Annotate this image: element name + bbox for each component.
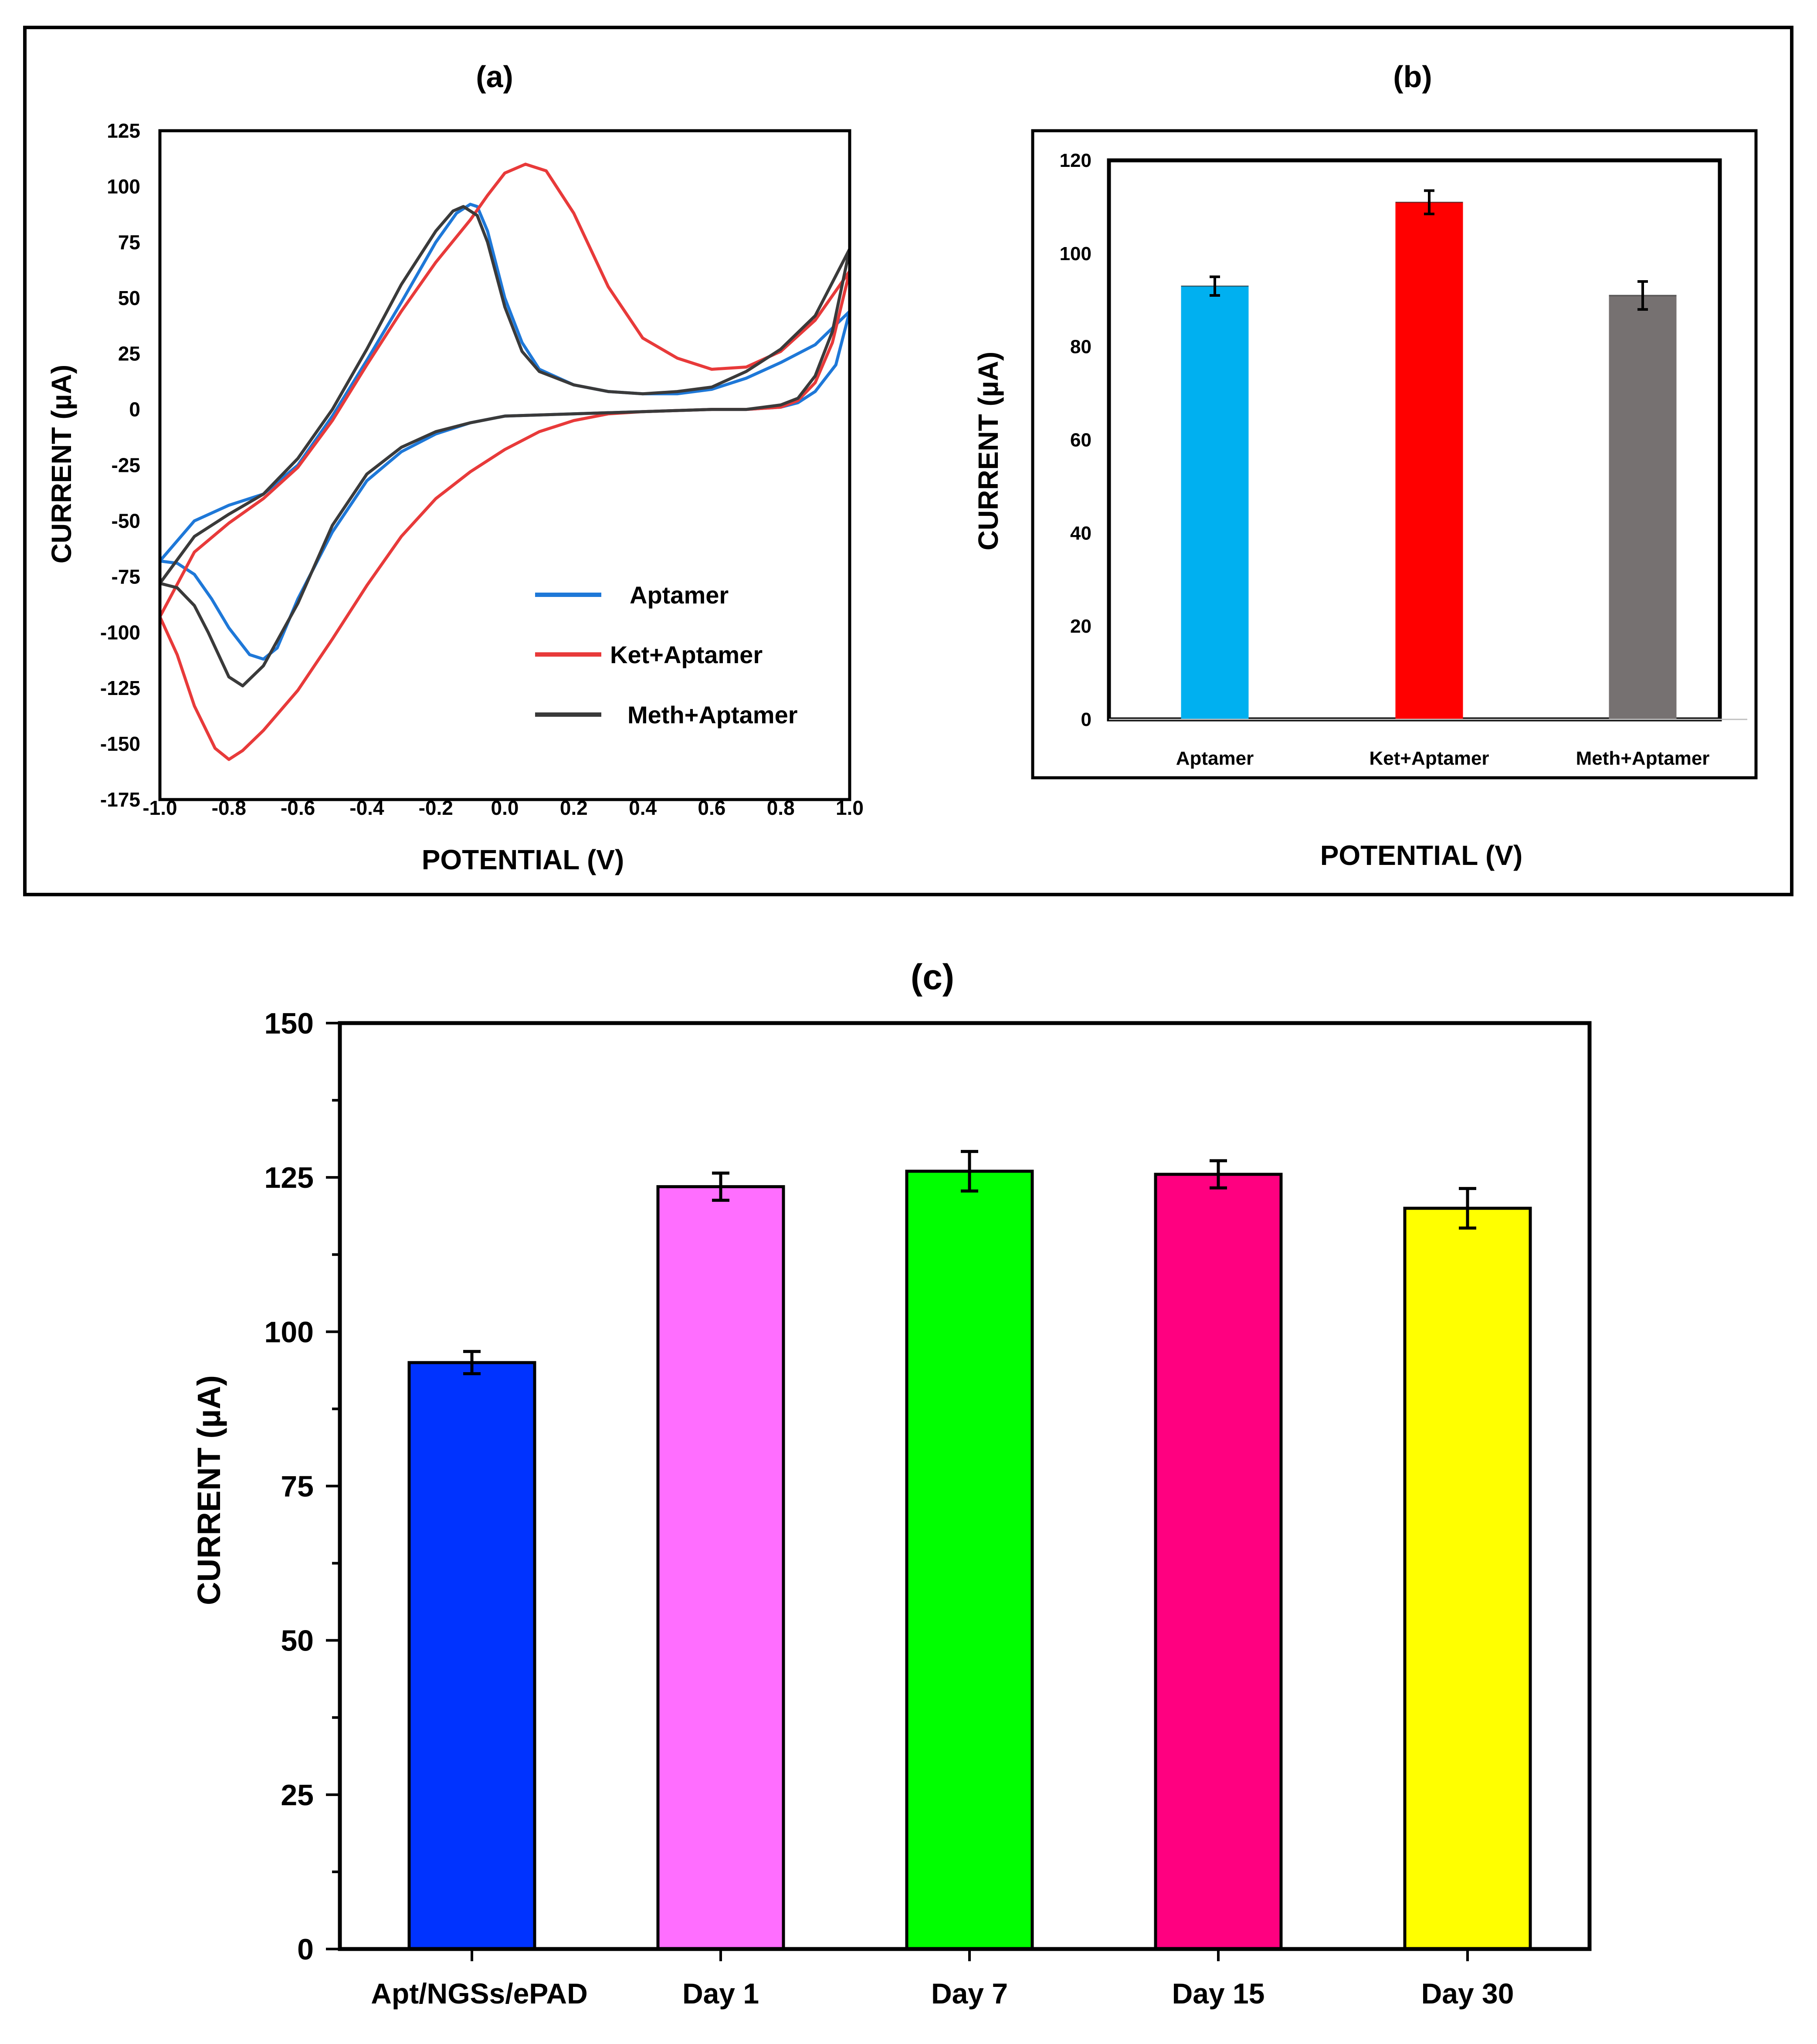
y-tick-label: 120 <box>1060 150 1092 171</box>
panel-a-y-tick-labels: 125 100 75 50 25 0 -25 -50 -75 -100 -125 -150 -175 <box>100 119 140 811</box>
y-tick-label: 25 <box>281 1779 314 1812</box>
bar-meth-aptamer <box>1609 295 1677 719</box>
y-tick-label: -175 <box>100 788 140 811</box>
y-tick-label: 125 <box>107 119 140 142</box>
x-tick-label: 0.4 <box>629 797 657 819</box>
x-tick-label: -0.2 <box>419 797 453 819</box>
x-tick-label: Day 15 <box>1172 1977 1265 2010</box>
panel-c-ylabel: CURRENT (µA) <box>191 1375 227 1605</box>
bar-day-1 <box>656 1185 785 1951</box>
bar-day-30 <box>1403 1207 1532 1951</box>
y-tick-label: 75 <box>281 1470 314 1503</box>
y-tick-label: 100 <box>1060 243 1092 264</box>
y-tick-label: 0 <box>1081 709 1092 730</box>
x-tick-label: 0.0 <box>491 797 519 819</box>
y-tick-label: 0 <box>297 1933 314 1966</box>
x-tick-label: 0.8 <box>767 797 795 819</box>
y-tick-label: -50 <box>112 509 140 532</box>
panel-c-label: (c) <box>911 957 954 997</box>
y-tick-label: -75 <box>112 565 140 588</box>
panel-b-ylabel: CURRENT (µA) <box>973 352 1004 550</box>
x-tick-label: -0.4 <box>349 797 384 819</box>
panel-b-label: (b) <box>1393 60 1432 94</box>
y-tick-label: 100 <box>264 1315 314 1349</box>
x-tick-label: 0.6 <box>698 797 725 819</box>
x-tick-label: -0.6 <box>281 797 315 819</box>
series-line-ket-aptamer <box>158 163 851 761</box>
x-tick-label: Day 1 <box>682 1977 759 2010</box>
panel-b: (b) 0 20 40 60 80 100 120 Aptamer Ket+Aptamer Me… <box>973 60 1758 871</box>
series-line-meth-aptamer <box>159 205 851 688</box>
legend-label-aptamer: Aptamer <box>630 581 729 609</box>
panel-b-xlabel: POTENTIAL (V) <box>1320 840 1523 871</box>
y-tick-label: 100 <box>107 175 140 198</box>
y-tick-label: 125 <box>264 1161 314 1194</box>
series-line-aptamer <box>159 203 851 661</box>
x-tick-label: Day 7 <box>931 1977 1008 2010</box>
x-tick-label: -1.0 <box>142 797 177 819</box>
panel-b-x-tick-labels: Aptamer Ket+Aptamer Meth+Aptamer <box>1176 748 1710 769</box>
bar-day-15 <box>1154 1173 1283 1951</box>
panel-a-ylabel: CURRENT (µA) <box>46 365 77 563</box>
y-tick-label: 0 <box>129 398 140 421</box>
panel-a-plot-frame <box>158 129 851 801</box>
y-tick-label: 25 <box>118 342 140 365</box>
x-tick-label: 1.0 <box>836 797 864 819</box>
legend-label-ket-aptamer: Ket+Aptamer <box>610 641 763 668</box>
bar-apt-ngss-epad <box>407 1361 536 1951</box>
y-tick-label: 40 <box>1070 522 1092 544</box>
bar-aptamer <box>1181 286 1249 719</box>
panel-c-plot-frame <box>338 1021 1592 1951</box>
panel-c-plot <box>326 1022 1532 1961</box>
panel-c: (c) 0 25 50 75 100 125 150 Apt/NGSs/ePAD Day 1 D… <box>191 957 1592 2010</box>
legend-label-meth-aptamer: Meth+Aptamer <box>627 701 798 729</box>
y-tick-label: -150 <box>100 732 140 755</box>
y-tick-label: 50 <box>281 1624 314 1658</box>
panel-c-x-tick-labels: Apt/NGSs/ePAD Day 1 Day 7 Day 15 Day 30 <box>371 1977 1514 2010</box>
top-panels-frame <box>23 26 1793 896</box>
x-tick-label: Apt/NGSs/ePAD <box>371 1977 588 2010</box>
panel-a-x-tick-labels: -1.0 -0.8 -0.6 -0.4 -0.2 0.0 0.2 0.4 0.6 0.8 1.0 <box>142 797 864 819</box>
panel-b-plot <box>1109 189 1747 720</box>
y-tick-label: 150 <box>264 1007 314 1040</box>
panel-a-plot <box>158 163 851 761</box>
y-tick-label: 20 <box>1070 616 1092 637</box>
bar-day-7 <box>905 1169 1034 1951</box>
bar-ket-aptamer <box>1395 202 1463 720</box>
y-tick-label: -125 <box>100 677 140 699</box>
y-tick-label: 75 <box>118 231 140 254</box>
panel-a-xlabel: POTENTIAL (V) <box>422 844 624 875</box>
panel-a-label: (a) <box>476 60 513 94</box>
x-tick-label: Aptamer <box>1176 748 1254 769</box>
y-tick-label: -25 <box>112 454 140 477</box>
y-tick-label: 80 <box>1070 336 1092 358</box>
panel-c-y-tick-labels: 0 25 50 75 100 125 150 <box>264 1007 314 1966</box>
x-tick-label: Day 30 <box>1421 1977 1514 2010</box>
panel-b-y-tick-labels: 0 20 40 60 80 100 120 <box>1060 150 1092 730</box>
x-tick-label: -0.8 <box>212 797 246 819</box>
panel-a-legend: Aptamer Ket+Aptamer Meth+Aptamer <box>535 581 798 729</box>
y-tick-label: 60 <box>1070 430 1092 451</box>
panel-b-outer-frame <box>1031 129 1758 780</box>
panel-a: (a) 125 100 75 50 25 0 -25 -50 -75 -100 -125 -150 -1… <box>46 60 864 875</box>
y-tick-label: -100 <box>100 621 140 644</box>
x-tick-label: 0.2 <box>560 797 588 819</box>
x-tick-label: Ket+Aptamer <box>1369 748 1489 769</box>
y-tick-label: 50 <box>118 287 140 309</box>
x-tick-label: Meth+Aptamer <box>1576 748 1710 769</box>
